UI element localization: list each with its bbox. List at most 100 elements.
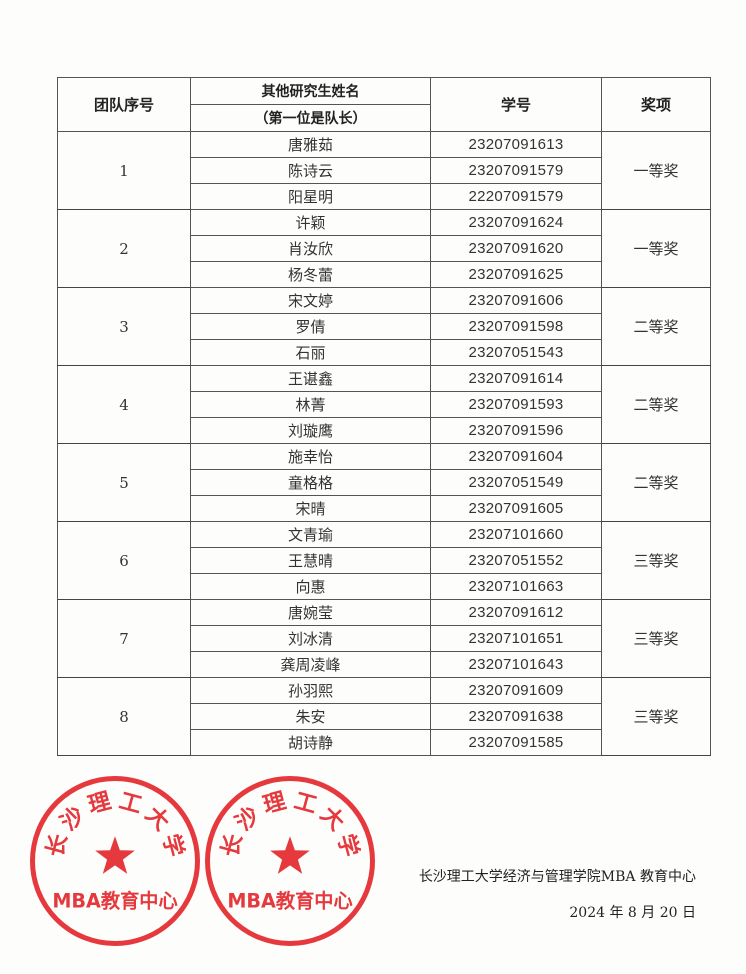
member-name: 龚周凌峰 — [190, 651, 431, 678]
student-id: 23207101663 — [430, 573, 602, 600]
student-id: 23207091614 — [430, 365, 602, 392]
official-seal-stamp: 长沙理工大学 MBA教育中心 — [30, 776, 200, 946]
header-team: 团队序号 — [57, 77, 191, 132]
member-name: 刘璇鹰 — [190, 417, 431, 444]
table-body: 1 唐雅茹 23207091613 一等奖 陈诗云 23207091579 阳星明 22207… — [57, 131, 711, 756]
member-name: 童格格 — [190, 469, 431, 496]
table-row: 刘璇鹰 23207091596 — [58, 417, 711, 444]
award-level: 二等奖 — [601, 365, 711, 444]
member-name: 杨冬蕾 — [190, 261, 431, 288]
student-id: 23207091612 — [430, 599, 602, 626]
table-row: 3 宋文婷 23207091606 二等奖 — [57, 287, 711, 366]
student-id: 23207091604 — [430, 443, 602, 470]
member-name: 宋晴 — [190, 495, 431, 522]
student-id: 23207051543 — [430, 339, 602, 366]
student-id: 23207091620 — [430, 235, 602, 262]
stamp-char: 学 — [332, 831, 364, 860]
stamp-char: 工 — [291, 788, 319, 819]
stamp-char: 沙 — [56, 801, 91, 836]
member-name: 王谌鑫 — [190, 365, 431, 392]
student-id: 23207091596 — [430, 417, 602, 444]
member-name: 刘冰清 — [190, 625, 431, 652]
student-id: 23207091606 — [430, 287, 602, 314]
table-row: 4 王谌鑫 23207091614 二等奖 — [57, 365, 711, 444]
member-name: 石丽 — [190, 339, 431, 366]
member-name: 林菁 — [190, 391, 431, 418]
stamp-char: 理 — [260, 788, 289, 819]
stamp-char: 大 — [315, 802, 350, 837]
footer-organization: 长沙理工大学经济与管理学院MBA 教育中心 — [418, 869, 696, 885]
student-id: 23207101660 — [430, 521, 602, 548]
team-number: 2 — [57, 209, 191, 288]
table-row: 1 唐雅茹 23207091613 一等奖 — [57, 131, 711, 210]
student-id: 23207091598 — [430, 313, 602, 340]
student-id: 23207091638 — [430, 703, 602, 730]
team-number: 8 — [57, 677, 191, 756]
table-row: 向惠 23207101663 — [58, 573, 711, 600]
table-row: 王慧晴 23207051552 — [58, 547, 711, 574]
team-number: 5 — [57, 443, 191, 522]
student-id: 23207091624 — [430, 209, 602, 236]
member-name: 施幸怡 — [190, 443, 431, 470]
table-row: 刘冰清 23207101651 — [58, 625, 711, 652]
table-row: 阳星明 22207091579 — [58, 183, 711, 210]
student-id: 23207091625 — [430, 261, 602, 288]
student-id: 23207051552 — [430, 547, 602, 574]
award-level: 三等奖 — [601, 521, 711, 600]
stamp-bottom-text: MBA教育中心 — [227, 889, 352, 912]
student-id: 23207091609 — [430, 677, 602, 704]
student-id: 23207091585 — [430, 729, 602, 756]
member-name: 孙羽熙 — [190, 677, 431, 704]
award-level: 三等奖 — [601, 599, 711, 678]
header-student-id: 学号 — [430, 77, 602, 132]
team-number: 1 — [57, 131, 191, 210]
header-name-line2: （第一位是队长） — [190, 104, 431, 132]
table-row: 杨冬蕾 23207091625 — [58, 261, 711, 288]
student-id: 23207101651 — [430, 625, 602, 652]
member-name: 宋文婷 — [190, 287, 431, 314]
award-level: 二等奖 — [601, 287, 711, 366]
table-row: 朱安 23207091638 — [58, 703, 711, 730]
stamp-char: 长 — [217, 831, 248, 860]
header-name-line1: 其他研究生姓名 — [190, 77, 431, 105]
table-row: 石丽 23207051543 — [58, 339, 711, 366]
member-name: 向惠 — [190, 573, 431, 600]
member-name: 阳星明 — [190, 183, 431, 210]
student-id: 23207101643 — [430, 651, 602, 678]
member-name: 唐婉莹 — [190, 599, 431, 626]
header-award: 奖项 — [601, 77, 711, 132]
award-level: 一等奖 — [601, 131, 711, 210]
member-name: 罗倩 — [190, 313, 431, 340]
student-id: 23207091613 — [430, 131, 602, 158]
student-id: 23207051549 — [430, 469, 602, 496]
stamp-char: 学 — [157, 831, 189, 860]
table-row: 8 孙羽熙 23207091609 三等奖 — [57, 677, 711, 756]
table-row: 龚周凌峰 23207101643 — [58, 651, 711, 678]
table-row: 肖汝欣 23207091620 — [58, 235, 711, 262]
award-level: 三等奖 — [601, 677, 711, 756]
stamp-char: 长 — [42, 831, 73, 860]
team-number: 7 — [57, 599, 191, 678]
table-row: 6 文青瑜 23207101660 三等奖 — [57, 521, 711, 600]
table-row: 7 唐婉莹 23207091612 三等奖 — [57, 599, 711, 678]
star-icon — [95, 836, 135, 874]
star-icon — [270, 836, 310, 874]
award-level: 一等奖 — [601, 209, 711, 288]
table-row: 胡诗静 23207091585 — [58, 729, 711, 756]
stamp-char: 工 — [116, 788, 144, 819]
stamp-char: 沙 — [231, 801, 266, 836]
award-level: 二等奖 — [601, 443, 711, 522]
table-row: 2 许颖 23207091624 一等奖 — [57, 209, 711, 288]
stamp-char: 理 — [85, 788, 114, 819]
team-number: 3 — [57, 287, 191, 366]
stamp-char: 大 — [140, 802, 175, 837]
member-name: 王慧晴 — [190, 547, 431, 574]
team-number: 6 — [57, 521, 191, 600]
footer-date: 2024 年 8 月 20 日 — [569, 905, 696, 921]
table-row: 童格格 23207051549 — [58, 469, 711, 496]
stamp-bottom-text: MBA教育中心 — [52, 889, 177, 912]
student-id: 23207091593 — [430, 391, 602, 418]
student-id: 23207091605 — [430, 495, 602, 522]
student-id: 23207091579 — [430, 157, 602, 184]
member-name: 胡诗静 — [190, 729, 431, 756]
